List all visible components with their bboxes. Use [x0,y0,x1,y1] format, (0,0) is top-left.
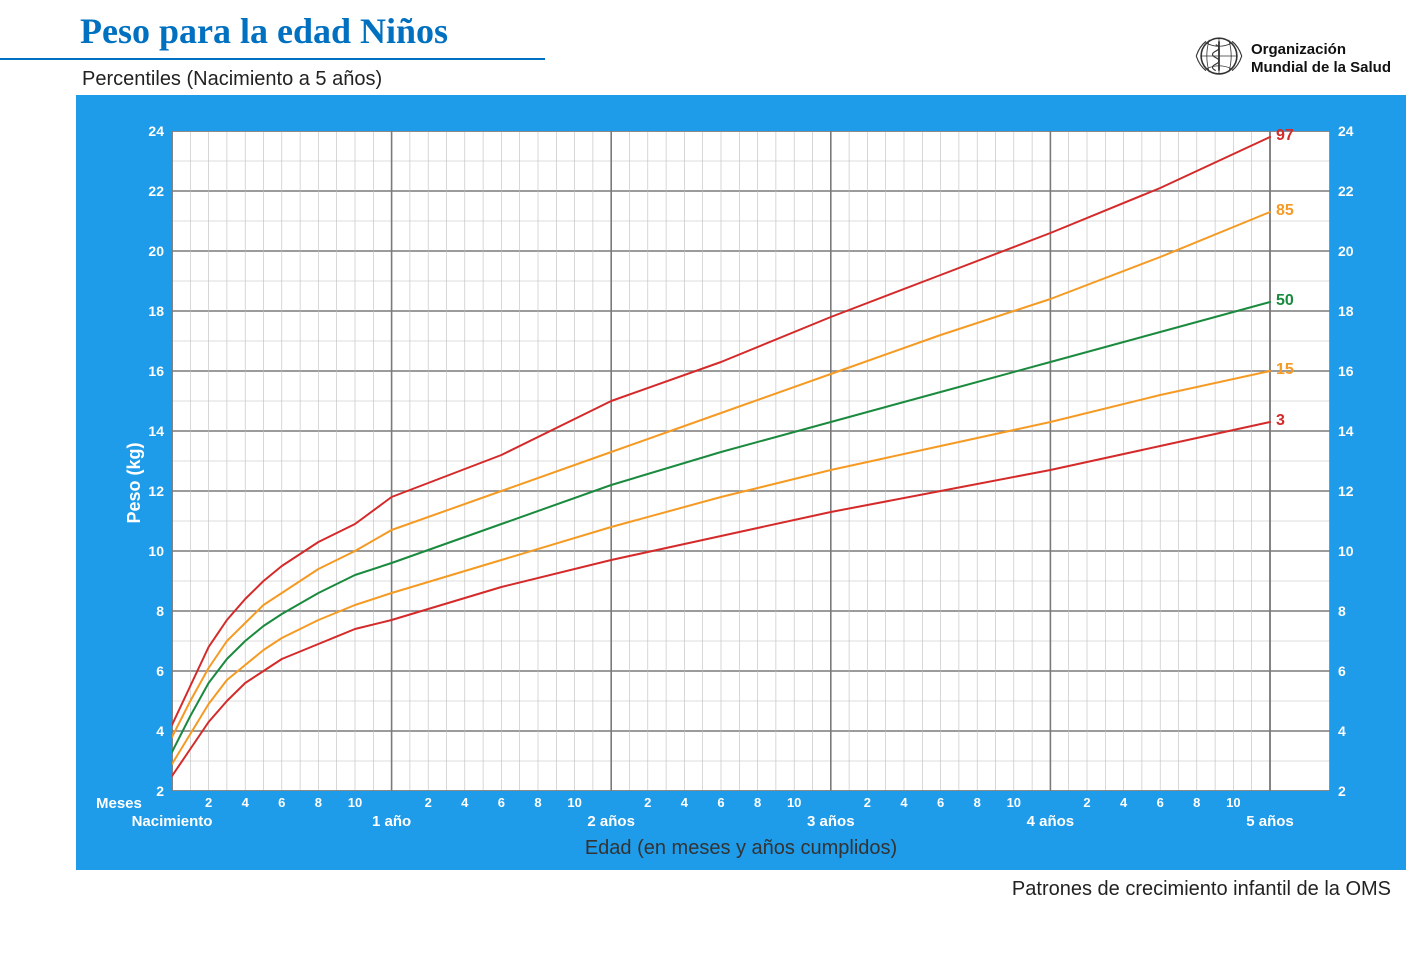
x-year-tick-label: 1 año [372,813,411,830]
x-month-tick-label: 4 [461,795,468,810]
x-month-tick-label: 8 [1193,795,1200,810]
who-logo-icon [1193,30,1245,87]
title-underline [0,58,545,60]
x-year-tick-label: 2 años [587,813,635,830]
y-tick-label: 2 [136,783,164,799]
y-tick-label: 10 [136,543,164,559]
x-month-tick-label: 2 [1083,795,1090,810]
y-tick-label: 22 [136,183,164,199]
x-month-tick-label: 2 [205,795,212,810]
x-month-tick-label: 2 [864,795,871,810]
x-month-tick-label: 8 [974,795,981,810]
y-tick-label-right: 4 [1338,723,1366,739]
x-month-tick-label: 6 [937,795,944,810]
y-tick-label-right: 16 [1338,363,1366,379]
y-tick-label-right: 10 [1338,543,1366,559]
x-axis-title: Edad (en meses y años cumplidos) [585,837,897,860]
y-tick-label: 20 [136,243,164,259]
x-month-tick-label: 4 [1120,795,1127,810]
who-logo-block: Organización Mundial de la Salud [1193,30,1391,87]
y-tick-label: 14 [136,423,164,439]
footer-text: Patrones de crecimiento infantil de la O… [1012,878,1391,901]
x-month-tick-label: 6 [278,795,285,810]
who-logo-line2: Mundial de la Salud [1251,59,1391,76]
x-month-tick-label: 6 [717,795,724,810]
x-month-tick-label: 10 [787,795,801,810]
x-axis-months-label: Meses [96,795,142,812]
y-tick-label: 24 [136,123,164,139]
x-month-tick-label: 4 [681,795,688,810]
x-month-tick-label: 10 [1226,795,1240,810]
y-tick-label-right: 20 [1338,243,1366,259]
y-tick-label: 4 [136,723,164,739]
header: Peso para la edad Niños Percentiles (Nac… [0,0,1421,91]
x-year-tick-label: 4 años [1027,813,1075,830]
x-month-tick-label: 4 [900,795,907,810]
x-month-tick-label: 4 [242,795,249,810]
x-month-tick-label: 2 [425,795,432,810]
percentile-label: 15 [1276,361,1294,379]
x-month-tick-label: 8 [315,795,322,810]
y-tick-label: 6 [136,663,164,679]
y-tick-label-right: 6 [1338,663,1366,679]
chart-frame: Peso (kg) Meses 224466881010121214141616… [76,95,1406,870]
x-year-tick-label: 3 años [807,813,855,830]
y-tick-label-right: 2 [1338,783,1366,799]
percentile-label: 97 [1276,127,1294,145]
y-tick-label-right: 22 [1338,183,1366,199]
plot-area [172,131,1330,791]
percentile-label: 85 [1276,202,1294,220]
percentile-label: 3 [1276,412,1285,430]
x-month-tick-label: 10 [348,795,362,810]
growth-chart-svg [172,131,1330,791]
y-tick-label: 16 [136,363,164,379]
x-month-tick-label: 6 [498,795,505,810]
y-tick-label-right: 14 [1338,423,1366,439]
x-month-tick-label: 8 [534,795,541,810]
y-tick-label-right: 24 [1338,123,1366,139]
x-month-tick-label: 8 [754,795,761,810]
who-logo-text: Organización Mundial de la Salud [1251,41,1391,76]
percentile-label: 50 [1276,292,1294,310]
y-tick-label-right: 18 [1338,303,1366,319]
x-year-tick-label: 5 años [1246,813,1294,830]
y-tick-label: 12 [136,483,164,499]
y-tick-label: 18 [136,303,164,319]
y-tick-label-right: 8 [1338,603,1366,619]
x-month-tick-label: 2 [644,795,651,810]
x-month-tick-label: 10 [567,795,581,810]
who-logo-line1: Organización [1251,41,1391,58]
y-tick-label: 8 [136,603,164,619]
x-month-tick-label: 6 [1157,795,1164,810]
x-month-tick-label: 10 [1007,795,1021,810]
y-tick-label-right: 12 [1338,483,1366,499]
x-year-tick-label: Nacimiento [132,813,213,830]
